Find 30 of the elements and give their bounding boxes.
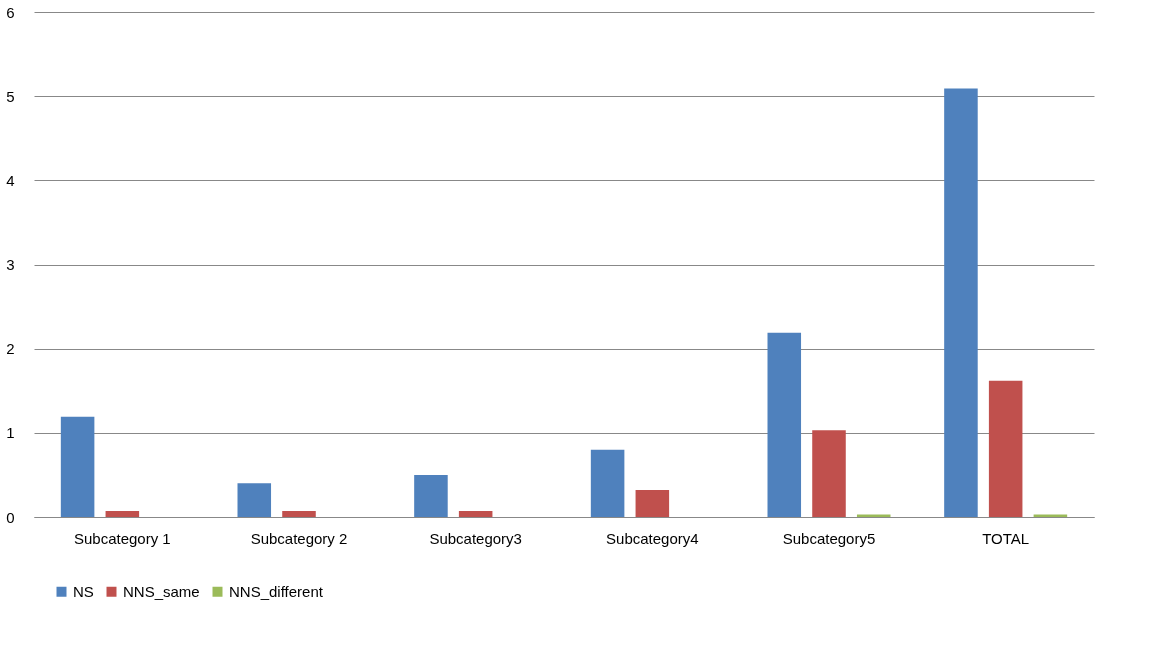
x-tick-label: Subcategory 2 (250, 529, 348, 547)
y-tick-label: 1 (6, 424, 15, 442)
legend-label: NS (73, 582, 94, 600)
bar (856, 514, 891, 517)
bar (812, 430, 846, 517)
x-tick-label: Subcategory3 (429, 529, 522, 547)
bar (635, 490, 670, 517)
y-tick-label: 4 (6, 171, 15, 189)
x-tick-label: Subcategory4 (606, 529, 699, 547)
bar (590, 449, 625, 517)
bar (1033, 514, 1068, 517)
bar (767, 332, 802, 517)
y-tick-label: 2 (6, 340, 15, 358)
bar (988, 380, 1023, 517)
bar (105, 511, 140, 517)
bar (237, 483, 272, 517)
legend-label: NNS_same (123, 582, 200, 600)
bar (414, 474, 448, 517)
x-tick-label: Subcategory 1 (73, 529, 171, 547)
bar (458, 511, 493, 517)
y-tick-label: 6 (6, 3, 15, 21)
x-tick-label: Subcategory5 (782, 529, 876, 547)
bar (282, 511, 316, 517)
bar (944, 88, 978, 517)
y-tick-label: 3 (6, 256, 15, 273)
y-tick-label: 5 (6, 87, 15, 105)
bar (60, 416, 95, 517)
x-tick-label: TOTAL (982, 529, 1030, 547)
y-tick-label: 0 (6, 508, 15, 526)
legend-label: NNS_different (229, 582, 324, 600)
